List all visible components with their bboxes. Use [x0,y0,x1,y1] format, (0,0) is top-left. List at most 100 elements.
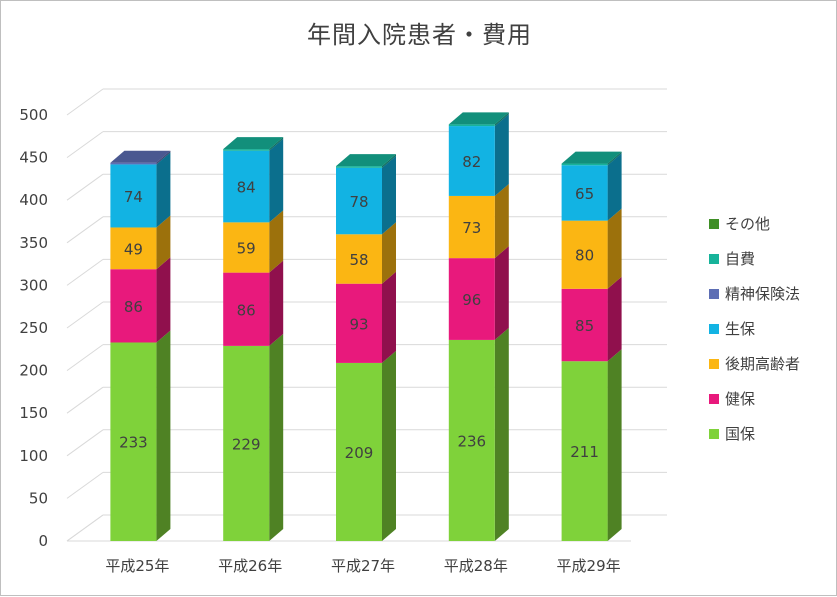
data-label: 74 [124,188,143,206]
legend-label: 後期高齢者 [725,355,801,373]
data-label: 85 [575,317,594,335]
y-tick-label: 150 [19,404,48,422]
bar-side [607,153,622,221]
y-tick-label: 50 [29,489,48,507]
bar-side [156,215,171,270]
bar-side [269,137,284,151]
gridline-diagonal [66,131,104,159]
data-label: 59 [237,239,256,257]
bar-segment [110,342,157,541]
bar-segment [448,124,495,127]
gridline-diagonal [66,429,104,457]
bar-segment [110,227,157,270]
x-tick-label: 平成26年 [218,557,282,575]
legend-swatch [709,288,719,299]
legend-label: 国保 [725,425,756,443]
bar-top [336,154,396,167]
data-label: 211 [570,443,599,461]
bar-segment [110,162,157,165]
bar-segment [448,258,495,340]
bar-side [382,155,396,235]
bar-side [156,330,171,541]
y-tick-label: 500 [19,106,48,124]
bar-segment [561,288,608,362]
legend-swatch [709,428,719,439]
bar-segment [336,166,382,168]
bar-segment [336,167,382,235]
data-label: 58 [349,251,368,269]
gridline-diagonal [66,386,104,414]
legend-label: 精神保険法 [725,285,801,303]
bar-segment [561,165,608,221]
data-label: 93 [349,315,368,333]
legend-item: 精神保険法 [709,276,800,311]
gridline-diagonal [66,173,104,201]
bar-side [156,150,171,165]
gridline-diagonal [66,258,104,286]
bar-segment [561,163,608,166]
bar-side [494,183,509,259]
bar-segment [336,283,382,363]
x-tick-label: 平成28年 [444,557,508,575]
bar-side [382,271,396,363]
bar-side [607,276,622,362]
legend-item: 生保 [709,311,800,346]
gridline-diagonal [66,514,104,542]
y-tick-label: 0 [38,532,48,550]
bar-top [223,137,284,150]
bar-segment [448,339,495,541]
bar-top [561,151,622,164]
bar-segment [110,164,157,228]
bar-side [269,138,284,223]
data-label: 96 [462,291,481,309]
data-label: 86 [237,301,256,319]
legend-swatch [709,323,719,334]
legend-label: 生保 [725,320,756,338]
chart-legend: その他自費精神保険法生保後期高齢者健保国保 [709,206,800,451]
y-tick-label: 450 [19,149,48,167]
legend-swatch [709,358,719,369]
legend-label: 自費 [725,250,756,268]
bar-segment [223,222,270,273]
bar-segment [223,272,270,346]
y-tick-label: 400 [19,191,48,209]
bar-side [269,260,284,346]
bar-side [156,152,171,228]
bar-side [607,208,622,289]
data-label: 73 [462,219,481,237]
bar-side [494,112,509,127]
data-label: 82 [462,153,481,171]
bar-segment [561,220,608,289]
legend-swatch [709,253,719,264]
data-label: 236 [457,432,486,450]
y-tick-label: 200 [19,362,48,380]
y-tick-label: 300 [19,276,48,294]
legend-item: 国保 [709,416,800,451]
data-label: 229 [232,435,261,453]
bar-side [494,246,509,340]
gridline-diagonal [66,216,104,244]
bar-segment [223,149,270,151]
bar-side [607,151,622,166]
bar-segment [336,362,382,541]
bar-segment [336,234,382,284]
data-label: 78 [349,193,368,211]
gridline-diagonal [66,344,104,372]
bar-side [269,333,284,541]
data-label: 80 [575,247,594,265]
bar-side [607,349,622,541]
data-label: 86 [124,298,143,316]
x-tick-label: 平成27年 [331,557,395,575]
legend-swatch [709,393,719,404]
legend-item: 自費 [709,241,800,276]
legend-label: 健保 [725,390,756,408]
bar-side [382,154,396,168]
y-tick-label: 100 [19,447,48,465]
data-label: 233 [119,434,148,452]
legend-item: その他 [709,206,800,241]
legend-swatch [709,218,719,229]
bar-side [269,210,284,273]
x-tick-label: 平成29年 [557,557,621,575]
